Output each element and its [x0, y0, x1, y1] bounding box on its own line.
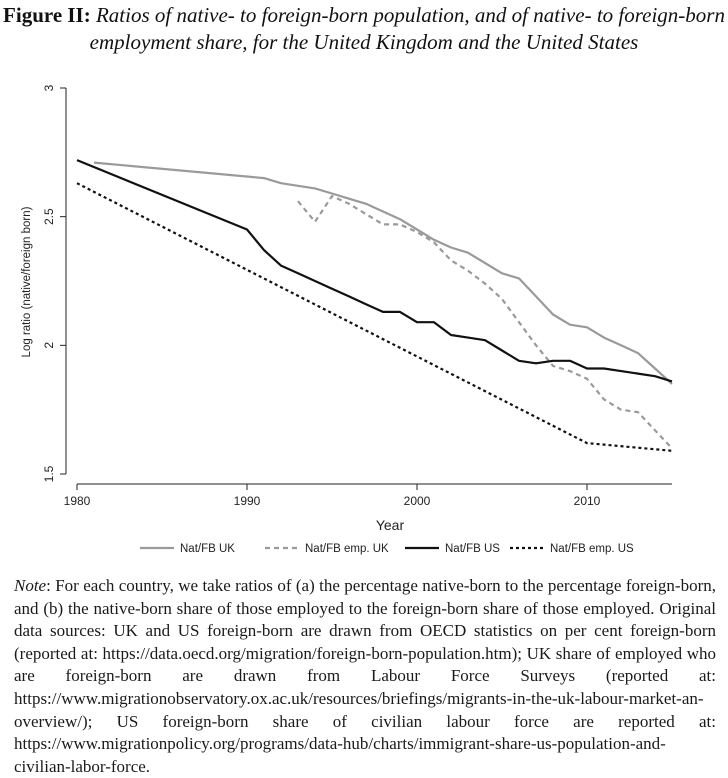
- x-tick-label: 1980: [64, 494, 91, 508]
- y-tick-label: 2.5: [42, 208, 56, 225]
- legend-label-1: Nat/FB emp. UK: [305, 543, 389, 555]
- y-tick-label: 2: [42, 342, 56, 349]
- line-chart: 1.5 2 2.5 3 1980 1990 2000 2010 Year Log ratio …: [21, 84, 673, 555]
- series-line-2: [76, 159, 673, 383]
- legend-label-2: Nat/FB US: [445, 543, 500, 555]
- y-tick-label: 3: [42, 84, 56, 91]
- y-axis-title: Log ratio (native/foreign born): [21, 206, 33, 357]
- legend-label-0: Nat/FB UK: [180, 543, 235, 555]
- x-tick-label: 2010: [574, 494, 601, 508]
- figure-title-text: Ratios of native- to foreign-born popula…: [89, 3, 725, 54]
- figure-label: Figure II:: [3, 3, 91, 27]
- note-text: : For each country, we take ratios of (a…: [14, 576, 716, 776]
- series-line-3: [76, 182, 673, 452]
- series-line-0: [93, 161, 673, 385]
- chart-legend: Nat/FB UK Nat/FB emp. UK Nat/FB US Nat/FB e…: [140, 543, 634, 555]
- legend-label-3: Nat/FB emp. US: [550, 543, 634, 555]
- x-tick-label: 2000: [404, 494, 431, 508]
- chart-axes: 1.5 2 2.5 3 1980 1990 2000 2010: [42, 84, 672, 508]
- x-tick-label: 1990: [234, 494, 261, 508]
- note-label: Note: [14, 576, 47, 595]
- y-tick-label: 1.5: [42, 465, 56, 482]
- figure-title: Figure II: Ratios of native- to foreign-…: [0, 2, 728, 56]
- series-line-1: [297, 195, 673, 450]
- x-axis-title: Year: [376, 517, 405, 533]
- figure-note: Note: For each country, we take ratios o…: [14, 575, 716, 778]
- chart-series: [76, 159, 673, 452]
